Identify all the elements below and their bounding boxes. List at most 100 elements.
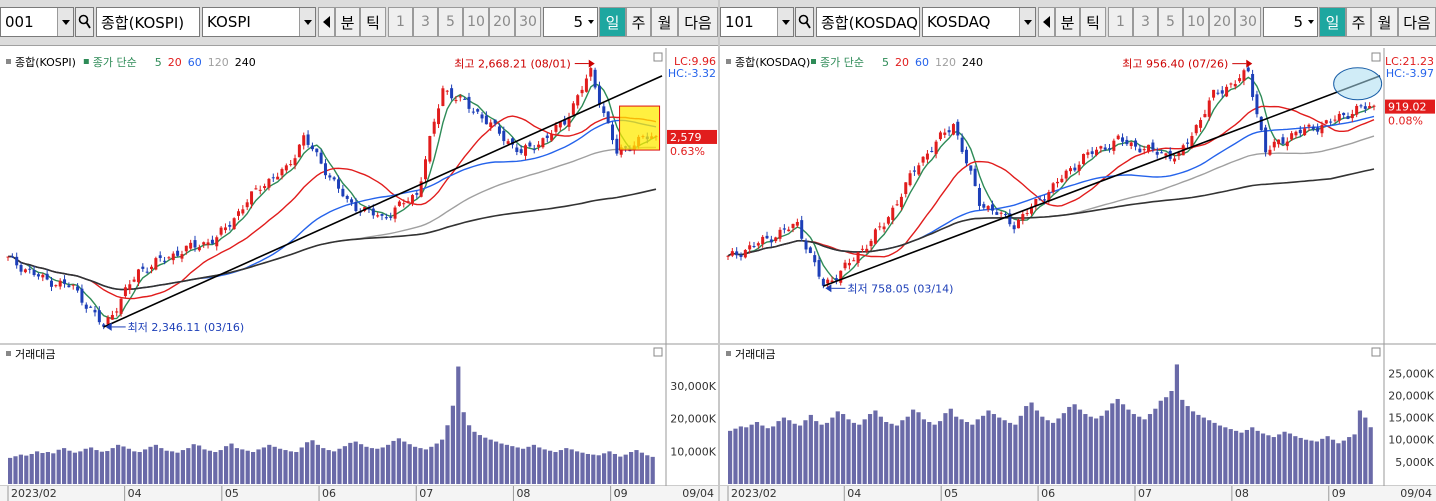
- volume-bar: [911, 409, 916, 484]
- ma240-line: [8, 188, 657, 291]
- day-button[interactable]: 일: [1319, 7, 1346, 37]
- minute-10-button[interactable]: 10: [463, 7, 489, 37]
- candle-body: [284, 165, 288, 171]
- market-name: 종합(KOSDAQ): [821, 13, 920, 32]
- candle-body: [808, 247, 812, 254]
- candle-body: [1012, 225, 1016, 230]
- candle-body: [45, 273, 49, 280]
- search-icon[interactable]: [75, 7, 94, 37]
- volume-bar: [884, 422, 889, 484]
- volume-bar: [991, 414, 996, 484]
- index-select[interactable]: KOSPI: [202, 7, 316, 37]
- candle-body: [1233, 83, 1237, 87]
- volume-bar: [467, 425, 472, 484]
- market-name-field[interactable]: 종합(KOSPI): [96, 7, 200, 37]
- market-name-field[interactable]: 종합(KOSDAQ): [816, 7, 920, 37]
- candle-body: [589, 68, 593, 77]
- volume-bar: [814, 421, 819, 484]
- candle-body: [276, 176, 280, 180]
- prev-arrow-button[interactable]: [318, 7, 335, 37]
- candle-body: [197, 247, 201, 251]
- pane-close-icon: [1371, 52, 1381, 62]
- candle-body: [206, 242, 210, 245]
- week-button[interactable]: 주: [626, 7, 651, 37]
- month-button[interactable]: 월: [1371, 7, 1398, 37]
- minute-button[interactable]: 분: [335, 7, 360, 37]
- volume-bar: [1260, 433, 1266, 484]
- kosdaq-chart-svg[interactable]: 925,00900,00875,00850,00825,00800,00775,…: [720, 48, 1436, 501]
- candle-body: [76, 286, 80, 291]
- candle-body: [1025, 213, 1029, 215]
- volume-bar: [596, 455, 601, 484]
- next-button[interactable]: 다음: [1398, 7, 1436, 37]
- candle-body: [297, 144, 301, 158]
- ma-legend-5: 5: [155, 56, 162, 69]
- minute-3-button[interactable]: 3: [413, 7, 438, 37]
- chevron-down-icon: [62, 20, 70, 25]
- minute-1-button[interactable]: 1: [388, 7, 413, 37]
- legend-marker: [83, 59, 89, 64]
- candle-body: [232, 218, 236, 230]
- candle-body: [1350, 113, 1354, 119]
- count-stepper[interactable]: 5: [1263, 7, 1318, 37]
- candle-body: [964, 149, 968, 164]
- volume-bar: [1341, 440, 1346, 484]
- minute-20-button[interactable]: 20: [489, 7, 515, 37]
- search-icon[interactable]: [795, 7, 814, 37]
- minute-1-button[interactable]: 1: [1108, 7, 1133, 37]
- prev-arrow-button[interactable]: [1038, 7, 1055, 37]
- candle-body: [219, 227, 223, 235]
- minute-10-button[interactable]: 10: [1183, 7, 1209, 37]
- month-button[interactable]: 월: [651, 7, 678, 37]
- minute-5-button[interactable]: 5: [438, 7, 463, 37]
- price-legend-title: 종합(KOSPI): [15, 56, 76, 69]
- candle-body: [908, 173, 912, 186]
- minute-button[interactable]: 분: [1055, 7, 1080, 37]
- volume-bar: [1250, 427, 1255, 484]
- volume-bar: [1287, 433, 1293, 484]
- minute-20-button[interactable]: 20: [1209, 7, 1235, 37]
- volume-bar: [612, 453, 617, 484]
- candle-body: [210, 239, 214, 244]
- volume-bar: [645, 455, 650, 484]
- volume-bar: [1196, 414, 1201, 484]
- day-button[interactable]: 일: [599, 7, 626, 37]
- volume-bar: [819, 424, 824, 484]
- candle-body: [1060, 178, 1064, 183]
- candle-body: [132, 279, 136, 282]
- volume-bar: [607, 451, 612, 484]
- kospi-chart-svg[interactable]: 2,650,002,600,002,550,002,500,002,450,00…: [0, 48, 718, 501]
- minute-5-button[interactable]: 5: [1158, 7, 1183, 37]
- max-annotation: 최고 956.40 (07/26): [1122, 58, 1228, 71]
- volume-bar: [1207, 420, 1212, 484]
- volume-bar: [461, 412, 466, 484]
- volume-bar: [889, 423, 894, 484]
- volume-bar: [499, 443, 504, 484]
- candle-body: [611, 124, 615, 141]
- max-arrow-icon: [588, 59, 595, 68]
- minute-3-button[interactable]: 3: [1133, 7, 1158, 37]
- code-select[interactable]: 001: [0, 7, 74, 37]
- tick-button[interactable]: 틱: [360, 7, 386, 37]
- candle-body: [258, 189, 262, 191]
- candle-body: [337, 179, 341, 189]
- candle-body: [1290, 133, 1294, 140]
- minute-30-button[interactable]: 30: [515, 7, 541, 37]
- week-button[interactable]: 주: [1346, 7, 1371, 37]
- code-select[interactable]: 101: [720, 7, 794, 37]
- kospi-chart-area[interactable]: 2,650,002,600,002,550,002,500,002,450,00…: [0, 48, 718, 501]
- candle-body: [580, 89, 584, 94]
- index-select[interactable]: KOSDAQ: [922, 7, 1036, 37]
- volume-bar: [13, 456, 18, 484]
- kosdaq-chart-area[interactable]: 925,00900,00875,00850,00825,00800,00775,…: [720, 48, 1436, 501]
- volume-bar: [1040, 416, 1045, 484]
- next-button[interactable]: 다음: [678, 7, 718, 37]
- candle-body: [1207, 100, 1211, 117]
- candle-body: [921, 156, 925, 163]
- candle-body: [782, 228, 786, 230]
- count-stepper[interactable]: 5: [543, 7, 598, 37]
- tick-button[interactable]: 틱: [1080, 7, 1106, 37]
- volume-bar: [1325, 436, 1330, 484]
- minute-30-button[interactable]: 30: [1235, 7, 1261, 37]
- candle-body: [869, 240, 873, 247]
